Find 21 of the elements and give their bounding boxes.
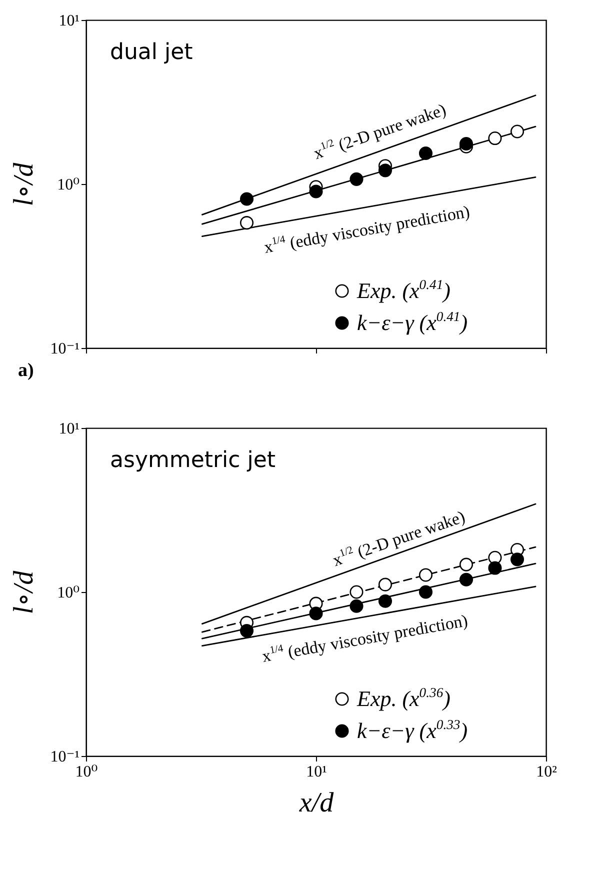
- y-tick-label: 10¹: [58, 420, 80, 438]
- y-tick-label: 10⁰: [57, 176, 80, 194]
- annotation: x$^{1/4}$ (eddy viscosity prediction): [262, 202, 472, 257]
- y-tick-label: 10⁻¹: [50, 340, 80, 358]
- y-tick-label: 10⁻¹: [50, 748, 80, 766]
- y-tick-label: 10⁰: [57, 584, 80, 602]
- text: asymmetric jet: [110, 448, 276, 473]
- legend-label: k−ε−γ (x$^{0.33}$): [357, 716, 468, 743]
- x-axis-title: x/d: [298, 788, 335, 818]
- legend-label: k−ε−γ (x$^{0.41}$): [357, 308, 468, 335]
- legend-label: Exp. (x$^{0.36}$): [356, 684, 450, 711]
- y-axis-title: l∘/d: [8, 570, 40, 614]
- y-tick-label: 10¹: [58, 12, 80, 30]
- text: dual jet: [110, 40, 194, 65]
- x-tick-label: 10⁰: [75, 764, 98, 780]
- x-tick-label: 10¹: [306, 764, 328, 780]
- annotation: x$^{1/4}$ (eddy viscosity prediction): [260, 611, 470, 666]
- legend-label: Exp. (x$^{0.41}$): [356, 276, 450, 303]
- x-tick-label: 10²: [536, 764, 558, 780]
- y-axis-title: l∘/d: [8, 162, 40, 206]
- text: a): [18, 360, 35, 382]
